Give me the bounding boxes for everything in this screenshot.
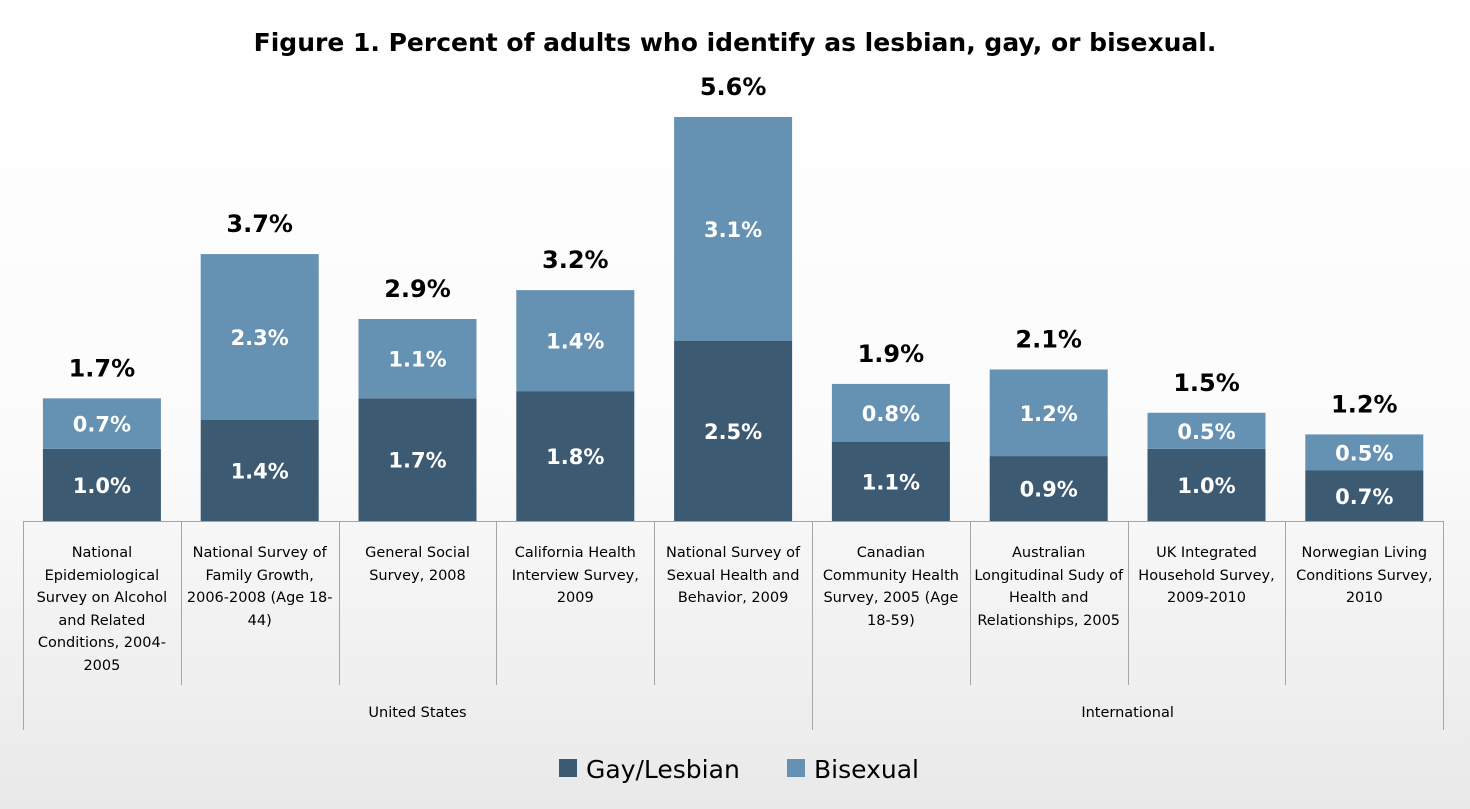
category-label-line: 44) — [247, 612, 272, 629]
category-label-line: National Survey of — [192, 545, 327, 561]
category-label-line: 2009-2010 — [1166, 590, 1247, 606]
category-label-line: 2009 — [556, 590, 594, 606]
category-label: Australian Longitudinal Sudy of Health and… — [970, 542, 1128, 632]
category-label-line: Longitudinal Sudy of — [974, 567, 1124, 584]
bar-segment-bisexual-7 — [989, 369, 1108, 457]
category-label-line: and Related — [58, 612, 146, 629]
bar-segment-gay-lesbian-8 — [1147, 448, 1266, 521]
category-label: National Survey of Family Growth, 2006-200… — [181, 542, 339, 632]
category-axis — [23, 521, 1444, 730]
segment-value-label: 2.5% — [704, 420, 762, 444]
bar-segment-bisexual-5 — [674, 117, 793, 341]
total-value-label: 2.9% — [384, 275, 451, 303]
segment-value-label: 1.8% — [546, 445, 604, 469]
total-value-label: 1.2% — [1331, 390, 1398, 418]
total-value-label: 1.5% — [1173, 369, 1240, 397]
total-value-label: 1.9% — [858, 340, 925, 368]
category-label: National Survey of Sexual Health and Behav… — [654, 542, 812, 610]
bar-segment-bisexual-1 — [42, 398, 161, 449]
bar-segment-gay-lesbian-5 — [674, 340, 793, 521]
category-label-line: Survey on Alcohol — [36, 590, 168, 606]
legend-label: Bisexual — [814, 755, 919, 784]
category-label-line: Canadian — [856, 545, 926, 561]
category-label-line: National Survey of — [666, 545, 801, 561]
category-label-line: Norwegian Living — [1301, 545, 1428, 561]
segment-value-label: 1.0% — [1177, 474, 1235, 498]
bar-segment-gay-lesbian-4 — [516, 391, 635, 521]
category-label-line: 2010 — [1345, 590, 1383, 606]
category-label-line: Household Survey, — [1138, 567, 1275, 584]
category-label-line: 2006-2008 (Age 18- — [186, 590, 333, 606]
total-value-label: 5.6% — [700, 73, 767, 101]
category-label-line: California Health — [514, 545, 636, 561]
legend-swatch — [559, 759, 577, 777]
bar-segment-gay-lesbian-6 — [831, 441, 950, 521]
segment-value-label: 1.4% — [546, 330, 604, 354]
segment-value-label: 1.1% — [388, 348, 446, 372]
segment-value-label: 1.0% — [73, 474, 131, 498]
category-label-line: UK Integrated — [1156, 545, 1257, 561]
category-label-line: Sexual Health and — [666, 567, 800, 584]
bars-layer: 1.0% 0.7% 1.7% 1.4% 2.3% 3.7% 1.7% 1.1% 2.9% 1.8%… — [42, 73, 1424, 521]
segment-value-label: 1.2% — [1020, 402, 1078, 426]
bar-segment-gay-lesbian-7 — [989, 456, 1108, 521]
bar-segment-gay-lesbian-3 — [358, 398, 477, 521]
bar-segment-bisexual-9 — [1305, 434, 1424, 471]
group-label: International — [1081, 705, 1174, 721]
category-label-line: Interview Survey, — [511, 567, 639, 584]
segment-value-label: 0.5% — [1335, 441, 1393, 465]
category-label-line: Epidemiological — [44, 567, 160, 584]
category-label-line: Community Health — [822, 567, 959, 584]
bar-segment-gay-lesbian-2 — [200, 420, 319, 521]
category-label-line: Family Growth, — [205, 567, 314, 584]
legend-label: Gay/Lesbian — [586, 755, 740, 784]
category-label-line: Relationships, 2005 — [977, 612, 1121, 629]
legend: Gay/Lesbian Bisexual — [559, 755, 919, 784]
segment-value-label: 0.9% — [1020, 478, 1078, 502]
bar-segment-bisexual-2 — [200, 254, 319, 420]
category-label-line: Health and — [1008, 590, 1089, 606]
category-label-line: Survey, 2008 — [369, 567, 466, 584]
bar-segment-gay-lesbian-1 — [42, 448, 161, 521]
legend-swatch — [787, 759, 805, 777]
category-label: General Social Survey, 2008 — [339, 542, 497, 587]
segment-value-label: 0.8% — [862, 402, 920, 426]
bar-segment-bisexual-8 — [1147, 412, 1266, 449]
category-label-line: General Social — [365, 545, 470, 561]
category-label: National Epidemiological Survey on Alcohol… — [23, 542, 181, 677]
total-value-label: 2.1% — [1015, 326, 1082, 354]
category-label-line: Conditions, 2004- — [37, 635, 166, 651]
total-value-label: 1.7% — [69, 354, 136, 382]
segment-value-label: 0.7% — [73, 413, 131, 437]
segment-value-label: 1.7% — [388, 449, 446, 473]
category-label-line: National — [71, 545, 133, 561]
total-value-label: 3.7% — [226, 210, 293, 238]
category-label: UK Integrated Household Survey, 2009-2010 — [1128, 542, 1286, 610]
segment-value-label: 0.7% — [1335, 485, 1393, 509]
category-label: Norwegian Living Conditions Survey, 2010 — [1285, 542, 1443, 610]
category-label-line: 2005 — [83, 657, 121, 674]
chart-title: Figure 1. Percent of adults who identify… — [254, 28, 1217, 57]
category-label: California Health Interview Survey, 2009 — [496, 542, 654, 610]
category-label-line: Conditions Survey, — [1296, 567, 1433, 584]
category-label: Canadian Community Health Survey, 2005 (Ag… — [812, 542, 970, 632]
category-label-line: Survey, 2005 (Age — [823, 590, 959, 606]
category-label-line: Behavior, 2009 — [677, 590, 789, 606]
bar-segment-bisexual-6 — [831, 383, 950, 442]
segment-value-label: 0.5% — [1177, 420, 1235, 444]
segment-value-label: 1.4% — [231, 460, 289, 484]
category-label-line: 18-59) — [867, 612, 915, 629]
bar-segment-bisexual-4 — [516, 290, 635, 392]
segment-value-label: 2.3% — [231, 326, 289, 350]
segment-value-label: 1.1% — [862, 470, 920, 494]
bar-segment-bisexual-3 — [358, 319, 477, 399]
category-label-line: Australian — [1012, 545, 1086, 561]
group-label: United States — [368, 705, 467, 721]
bar-segment-gay-lesbian-9 — [1305, 470, 1424, 521]
total-value-label: 3.2% — [542, 246, 609, 274]
segment-value-label: 3.1% — [704, 218, 762, 242]
